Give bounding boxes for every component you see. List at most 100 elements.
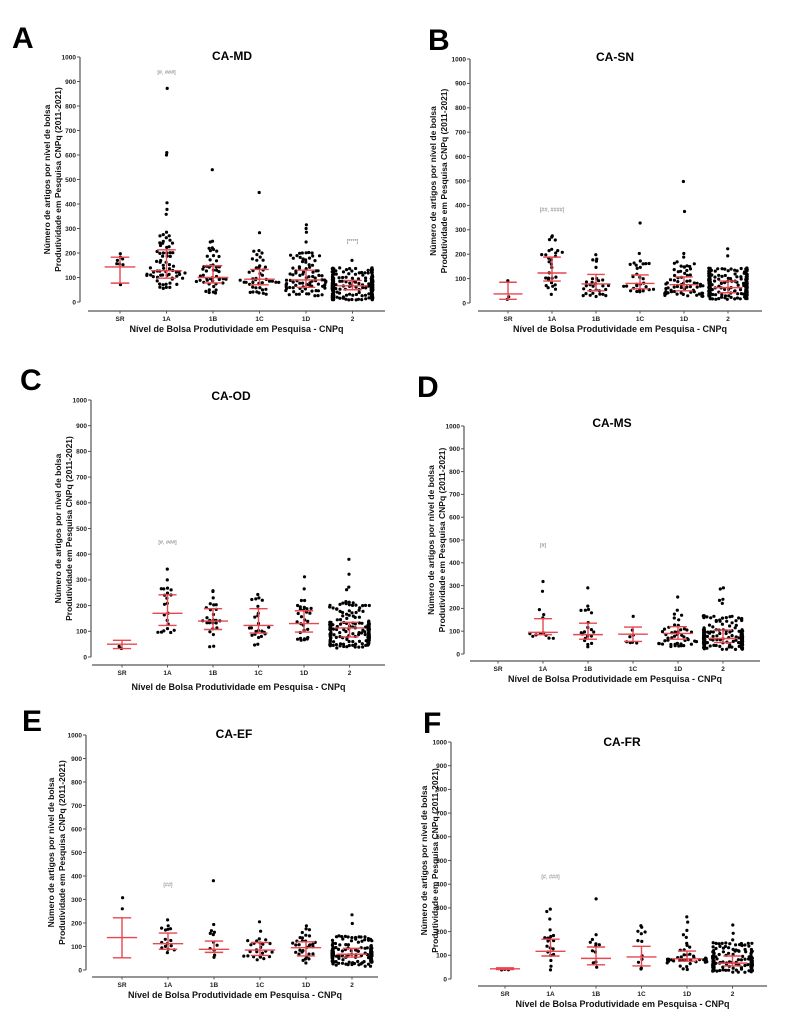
data-point <box>547 238 552 242</box>
data-point <box>550 235 554 239</box>
data-point <box>164 230 169 234</box>
y-tick-label: 1000 <box>68 732 83 739</box>
data-point <box>549 958 553 963</box>
y-tick-label: 100 <box>71 944 82 951</box>
y-tick-label: 900 <box>455 81 466 88</box>
data-point <box>338 266 342 270</box>
data-point <box>676 595 680 599</box>
data-point <box>665 961 669 965</box>
data-point <box>550 247 554 251</box>
data-point <box>717 277 721 281</box>
data-point <box>366 643 370 647</box>
data-point <box>328 622 332 627</box>
data-point <box>724 616 728 620</box>
data-point <box>344 943 348 947</box>
data-point <box>545 944 549 948</box>
data-point <box>637 251 641 256</box>
data-point <box>172 628 176 632</box>
data-point <box>632 261 636 265</box>
data-point <box>740 637 744 641</box>
data-point <box>247 626 252 630</box>
data-point <box>295 254 299 258</box>
data-point <box>250 257 254 261</box>
data-point <box>635 289 639 294</box>
data-point <box>164 212 168 216</box>
data-point <box>715 634 719 638</box>
data-point <box>297 952 301 956</box>
data-point <box>594 294 598 299</box>
y-axis-label: Produtividade em Pesquisa CNPq (2011-202… <box>437 447 447 632</box>
data-point <box>681 933 686 937</box>
data-point <box>581 294 585 298</box>
data-point <box>338 644 342 648</box>
data-point <box>685 967 689 972</box>
data-point <box>727 968 731 972</box>
data-point <box>634 263 638 267</box>
data-point <box>347 609 351 613</box>
data-point <box>328 605 332 609</box>
data-point <box>366 271 370 275</box>
data-point <box>347 960 351 964</box>
data-point <box>335 618 339 622</box>
data-point <box>115 262 119 266</box>
data-point <box>731 947 735 952</box>
data-point <box>725 297 729 301</box>
data-point <box>361 609 365 614</box>
data-point <box>363 293 368 297</box>
median-iqr-bar <box>244 268 275 286</box>
data-point <box>720 293 724 297</box>
data-point <box>217 270 221 274</box>
data-point <box>304 226 308 231</box>
data-point <box>301 272 305 276</box>
data-point <box>726 254 730 258</box>
significance-annotation: [#] <box>540 543 547 549</box>
data-point <box>257 635 261 640</box>
x-axis-label: Nível de Bolsa Produtividade em Pesquisa… <box>129 324 343 334</box>
data-point <box>712 614 716 618</box>
data-point <box>740 618 744 623</box>
median-iqr-bar <box>537 256 567 282</box>
data-point <box>208 645 212 649</box>
data-point <box>551 947 555 951</box>
data-point <box>749 947 754 952</box>
data-point <box>718 587 722 591</box>
data-point <box>167 245 171 249</box>
median-iqr-bar <box>535 938 566 957</box>
data-point <box>750 941 754 945</box>
data-point <box>337 291 342 295</box>
data-point <box>257 937 261 941</box>
data-point <box>255 939 259 943</box>
data-point <box>685 915 689 919</box>
x-tick-label: 1A <box>162 316 171 323</box>
data-point <box>721 946 726 950</box>
data-point <box>294 283 298 287</box>
median-iqr-bar <box>337 279 368 291</box>
data-point <box>207 621 212 625</box>
data-point <box>685 285 689 289</box>
data-point <box>294 292 298 296</box>
data-point <box>363 964 367 968</box>
data-point <box>702 644 706 648</box>
data-point <box>328 627 332 632</box>
x-tick-label: 1A <box>539 666 548 673</box>
data-point <box>344 293 349 297</box>
data-point <box>175 274 179 278</box>
data-point <box>304 933 308 937</box>
data-point <box>369 960 373 964</box>
data-point <box>357 645 361 649</box>
data-point <box>350 258 354 262</box>
data-point <box>549 292 553 296</box>
data-point <box>345 616 349 621</box>
data-point <box>584 284 588 288</box>
data-point <box>682 627 687 631</box>
data-point <box>546 286 550 290</box>
data-point <box>331 941 335 945</box>
data-point <box>740 943 744 948</box>
data-point <box>334 935 339 939</box>
y-tick-label: 0 <box>83 654 87 661</box>
data-point <box>291 941 295 945</box>
data-point <box>334 643 338 647</box>
data-point <box>161 233 165 237</box>
data-point <box>713 279 717 283</box>
data-point <box>586 604 590 608</box>
